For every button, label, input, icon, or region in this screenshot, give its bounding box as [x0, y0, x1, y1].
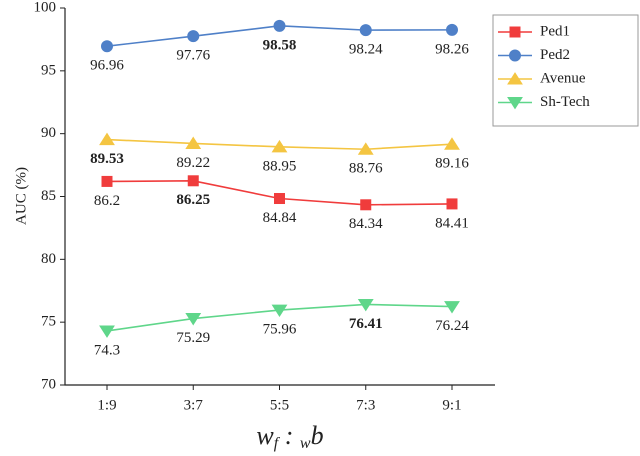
marker [509, 26, 521, 38]
y-tick-label: 85 [41, 188, 56, 204]
data-label: 74.3 [94, 342, 120, 358]
data-label: 84.84 [263, 210, 297, 226]
data-label: 86.2 [94, 193, 120, 209]
marker [271, 304, 288, 318]
y-axis-label: AUC (%) [13, 167, 29, 225]
marker [446, 23, 458, 36]
data-label: 88.95 [263, 158, 297, 174]
y-tick-label: 75 [41, 314, 56, 330]
x-tick-label: 7:3 [356, 397, 375, 413]
data-label: 76.41 [349, 316, 383, 332]
x-label-subscript: f [274, 435, 281, 452]
data-label: 98.58 [263, 37, 297, 53]
x-label-part: : [278, 421, 300, 450]
x-label-part: w [256, 421, 274, 450]
data-label: 89.16 [435, 156, 469, 172]
y-tick-label: 95 [41, 62, 56, 78]
data-label: 84.41 [435, 215, 469, 231]
x-tick-label: 5:5 [270, 397, 289, 413]
x-label-subscript: w [300, 435, 311, 452]
data-label: 75.29 [176, 330, 210, 346]
x-label-part: b [311, 421, 324, 450]
data-label: 98.26 [435, 41, 469, 57]
x-tick-label: 9:1 [442, 397, 461, 413]
marker [357, 298, 374, 312]
data-label: 88.76 [349, 161, 383, 177]
marker [187, 30, 200, 43]
marker [185, 313, 202, 326]
data-label: 96.96 [90, 58, 124, 74]
marker [101, 175, 113, 187]
data-label: 86.25 [176, 192, 210, 208]
legend-label: Avenue [540, 70, 586, 86]
data-label: 89.53 [90, 151, 124, 167]
x-tick-label: 1:9 [97, 397, 116, 413]
data-label: 97.76 [176, 48, 210, 64]
marker [446, 198, 458, 210]
y-tick-label: 70 [41, 376, 56, 392]
data-label: 84.34 [349, 216, 383, 232]
legend-label: Ped2 [540, 47, 570, 63]
marker [99, 132, 115, 146]
x-axis-label: wf : wb [256, 421, 323, 452]
marker [444, 301, 460, 314]
marker [101, 40, 113, 53]
data-label: 89.22 [176, 155, 210, 171]
legend-label: Ped1 [540, 23, 570, 39]
marker [444, 137, 460, 150]
marker [509, 49, 521, 62]
y-tick-label: 100 [34, 0, 57, 15]
marker [360, 199, 372, 211]
data-label: 98.24 [349, 42, 383, 58]
y-tick-label: 80 [41, 251, 56, 267]
data-label: 75.96 [263, 322, 297, 338]
marker [273, 19, 286, 32]
marker [507, 97, 523, 110]
legend-label: Sh-Tech [540, 94, 590, 110]
marker [185, 136, 202, 149]
data-label: 76.24 [435, 318, 469, 334]
marker [357, 142, 374, 155]
marker [271, 139, 288, 153]
marker [99, 325, 115, 338]
marker [359, 24, 372, 37]
x-tick-label: 3:7 [184, 397, 204, 413]
y-tick-label: 90 [41, 125, 56, 141]
marker [507, 72, 523, 85]
marker [187, 175, 199, 187]
marker [274, 193, 285, 205]
